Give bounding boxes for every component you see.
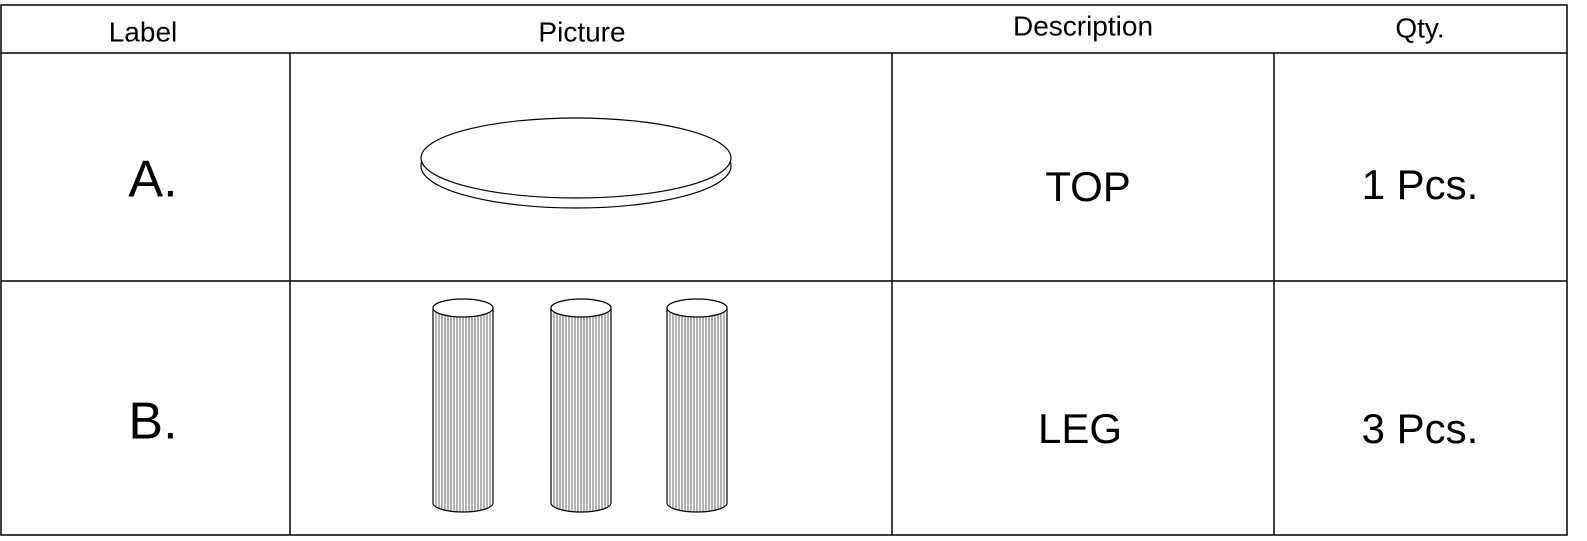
description: TOP (1045, 163, 1131, 210)
description: LEG (1038, 405, 1122, 452)
header-label: Label (109, 16, 178, 47)
top-surface (420, 117, 732, 199)
header-qty: Qty. (1395, 12, 1444, 43)
quantity: 1 Pcs. (1362, 161, 1479, 208)
header-description: Description (1013, 10, 1153, 41)
tabletop-drawing (420, 117, 732, 209)
row-label: B. (128, 393, 177, 451)
header-picture: Picture (538, 16, 625, 47)
legs-drawing (432, 298, 728, 513)
leg-top (550, 298, 612, 318)
table-border (0, 4, 1568, 536)
leg-top (432, 298, 494, 318)
quantity: 3 Pcs. (1362, 405, 1479, 452)
leg-top (666, 298, 728, 318)
row-label: A. (128, 151, 177, 209)
